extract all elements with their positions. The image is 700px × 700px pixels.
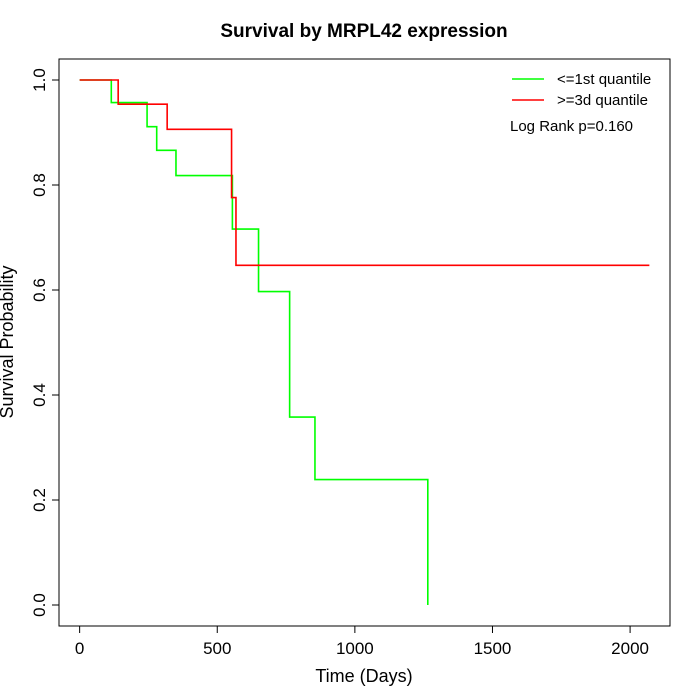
y-axis: 0.0 0.2 0.4 0.6 0.8 1.0 xyxy=(30,68,59,617)
y-tick-label: 0.0 xyxy=(30,593,49,617)
y-tick-label: 0.2 xyxy=(30,488,49,512)
x-axis-label: Time (Days) xyxy=(315,666,412,686)
legend: <=1st quantile >=3d quantile xyxy=(512,71,651,109)
x-tick-label: 500 xyxy=(203,639,231,658)
y-tick-label: 0.6 xyxy=(30,278,49,302)
y-tick-label: 0.4 xyxy=(30,383,49,407)
series-line-1 xyxy=(79,79,429,605)
x-tick-label: 0 xyxy=(75,639,84,658)
legend-label-1: <=1st quantile xyxy=(557,71,651,88)
x-tick-label: 1500 xyxy=(474,639,512,658)
series-layer xyxy=(79,79,650,605)
y-tick-label: 0.8 xyxy=(30,173,49,197)
chart-title: Survival by MRPL42 expression xyxy=(220,21,507,42)
plot-frame xyxy=(58,58,671,627)
x-tick-label: 1000 xyxy=(336,639,374,658)
log-rank-annotation: Log Rank p=0.160 xyxy=(510,118,633,135)
x-axis: 0 500 1000 1500 2000 xyxy=(75,625,649,658)
x-tick-label: 2000 xyxy=(611,639,649,658)
y-axis-label: Survival Probability xyxy=(0,265,17,418)
legend-label-2: >=3d quantile xyxy=(557,92,648,109)
y-tick-label: 1.0 xyxy=(30,68,49,92)
series-line-2 xyxy=(79,79,650,267)
